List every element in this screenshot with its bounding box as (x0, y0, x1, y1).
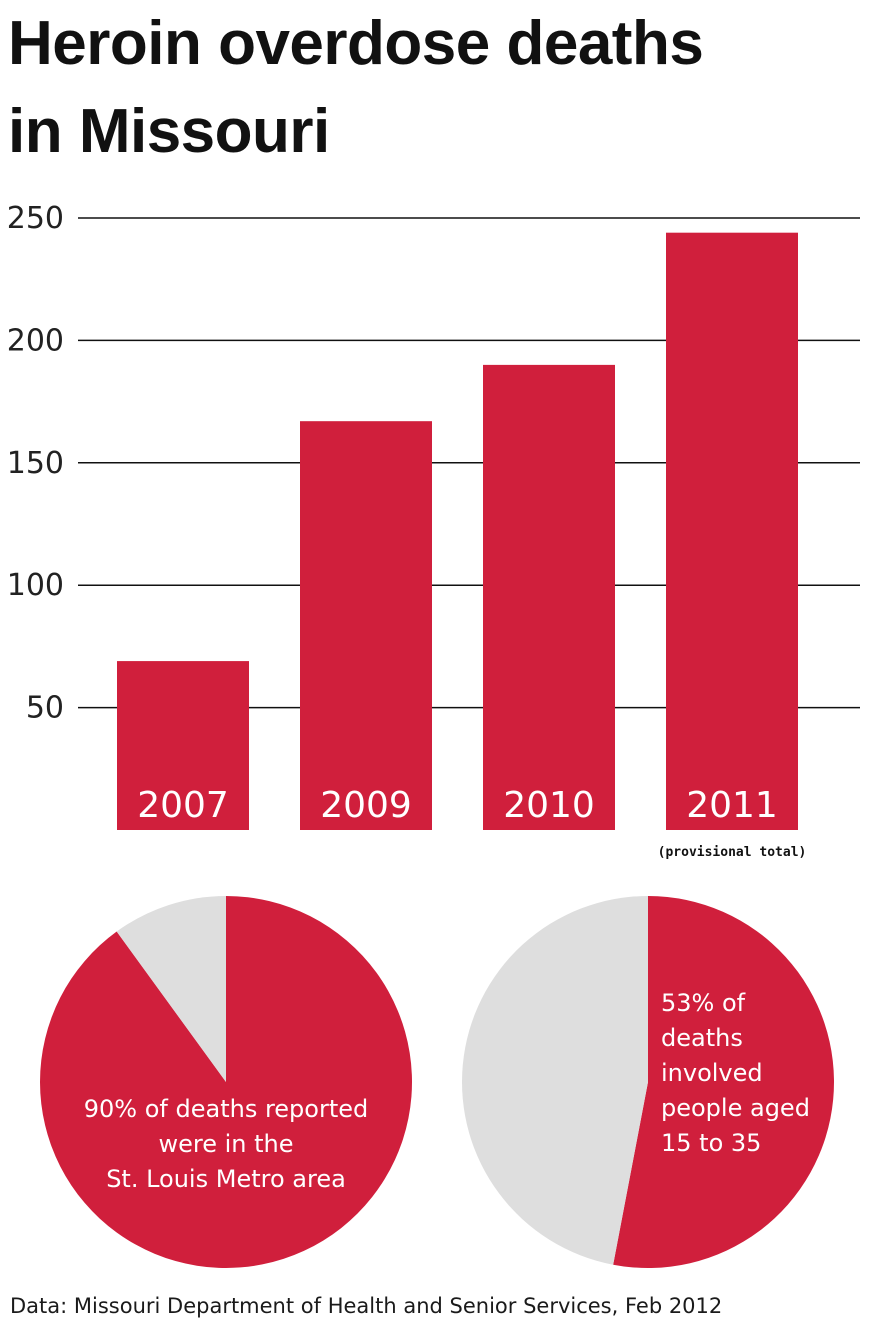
pie-age-label-line-4: people aged (661, 1094, 810, 1122)
chart-title: Heroin overdose deaths in Missouri (8, 0, 868, 176)
pie-stl-label-line-2: were in the (158, 1130, 293, 1158)
y-tick-label-50: 50 (26, 691, 64, 726)
y-tick-label-100: 100 (7, 568, 64, 603)
bar-label-2011: 2011 (686, 785, 778, 826)
pie-age-label-line-2: deaths (661, 1024, 743, 1052)
pie-stl-label-line-3: St. Louis Metro area (106, 1165, 346, 1193)
pie-age-label-line-1: 53% of (661, 989, 746, 1017)
bar-2010 (483, 364, 615, 830)
bar-2007 (117, 661, 249, 830)
pie-stl-slice-rest (116, 896, 226, 1082)
y-tick-label-150: 150 (7, 446, 64, 481)
bar-2009 (300, 421, 432, 830)
bar-label-2009: 2009 (320, 785, 412, 826)
bar-label-2010: 2010 (503, 785, 595, 826)
source-note: Data: Missouri Department of Health and … (10, 1294, 723, 1318)
pie-age-label-line-5: 15 to 35 (661, 1129, 761, 1157)
y-tick-label-250: 250 (7, 201, 64, 236)
pie-stl-label-line-1: 90% of deaths reported (84, 1095, 369, 1123)
pie-age-label-line-3: involved (661, 1059, 763, 1087)
pie-age-slice-highlight (613, 896, 835, 1269)
bar-label-2007: 2007 (137, 785, 229, 826)
bar-2011 (666, 232, 798, 831)
pie-stl-slice-highlight (39, 896, 412, 1268)
title-line-2: in Missouri (8, 97, 330, 166)
y-tick-label-200: 200 (7, 323, 64, 358)
title-line-1: Heroin overdose deaths (8, 9, 704, 78)
bar-note-2011: (provisional total) (658, 845, 807, 860)
pie-age-slice-rest (462, 896, 648, 1265)
